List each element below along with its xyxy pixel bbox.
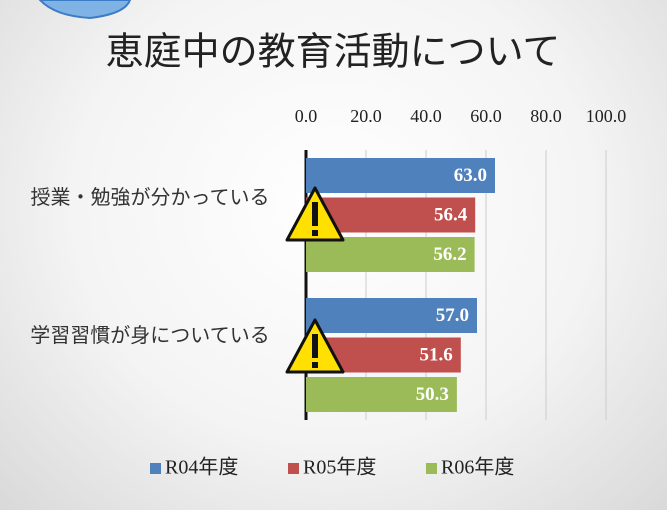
bar	[306, 377, 457, 412]
warning-icon	[285, 318, 345, 374]
decoration	[38, 0, 132, 20]
bars	[306, 158, 495, 412]
bar	[306, 298, 477, 333]
warning-icon	[285, 186, 345, 242]
data-label: 56.4	[434, 204, 468, 225]
x-tick-label: 60.0	[470, 106, 502, 126]
data-label: 50.3	[416, 384, 449, 405]
data-label: 57.0	[436, 305, 469, 326]
x-tick-label: 80.0	[530, 106, 562, 126]
x-tick-label: 100.0	[586, 106, 627, 126]
x-tick-label: 40.0	[410, 106, 442, 126]
legend-label: R04年度	[165, 456, 238, 479]
category-label: 学習習慣が身についている	[30, 325, 270, 347]
x-tick-label: 20.0	[350, 106, 382, 126]
legend: R04年度 R05年度 R06年度	[150, 456, 514, 479]
grid: 0.0 20.0 40.0 60.0 80.0 100.0	[295, 106, 627, 420]
legend-label: R06年度	[441, 456, 514, 479]
value-labels: 63.0 56.4 56.2 57.0 51.6 50.3	[416, 165, 487, 405]
legend-swatch	[150, 463, 161, 474]
chart-title: 恵庭中の教育活動について	[106, 32, 561, 74]
bar	[306, 237, 475, 272]
x-tick-label: 0.0	[295, 106, 318, 126]
data-label: 63.0	[454, 165, 487, 186]
data-label: 56.2	[433, 244, 466, 265]
legend-swatch	[288, 463, 299, 474]
legend-label: R05年度	[303, 456, 376, 479]
category-label: 授業・勉強が分かっている	[30, 187, 270, 209]
legend-swatch	[426, 463, 437, 474]
bar	[306, 158, 495, 193]
data-label: 51.6	[420, 344, 453, 365]
